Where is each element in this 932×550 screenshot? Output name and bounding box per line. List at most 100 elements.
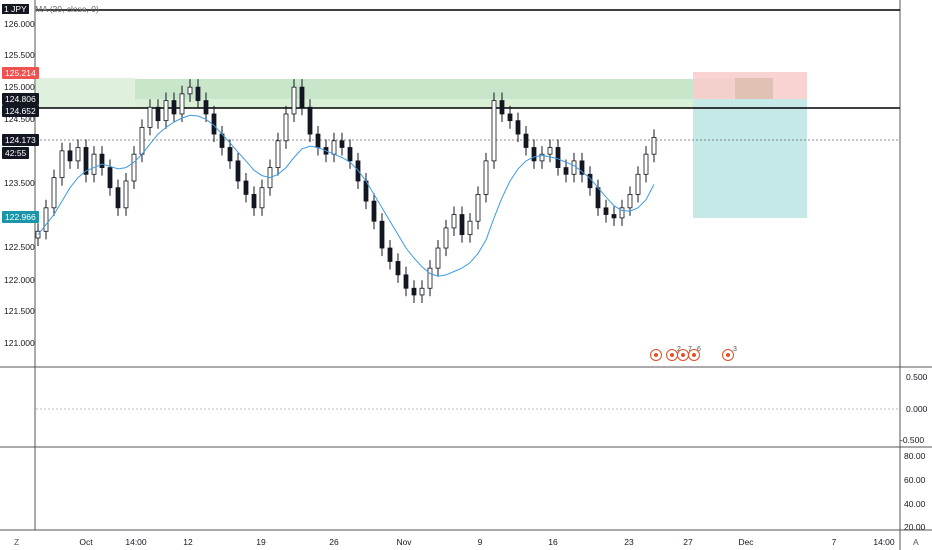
price-tick: 125.000 <box>4 82 35 92</box>
supply-zone-upper <box>135 79 735 99</box>
candle-body <box>387 247 393 262</box>
pane2-tick: -0.500 <box>900 435 925 445</box>
candle-body <box>571 160 577 175</box>
candle-body <box>619 207 625 219</box>
candle-body <box>475 194 481 222</box>
candle-body <box>467 220 473 236</box>
candlestick-series <box>35 79 657 304</box>
supply-zone-lower <box>135 99 695 108</box>
candle-body <box>251 194 257 209</box>
price-tick: 125.500 <box>4 50 35 60</box>
candle-body <box>67 150 73 162</box>
candle-body <box>627 194 633 209</box>
time-tick: Dec <box>738 537 754 547</box>
candle-body <box>203 100 209 115</box>
event-icon[interactable] <box>688 349 700 361</box>
time-tick: Nov <box>396 537 412 547</box>
indicator-label[interactable]: MA (20, close, 0) <box>35 4 99 14</box>
candle-body <box>227 147 233 162</box>
candle-body <box>483 160 489 195</box>
price-tick: 122.500 <box>4 242 35 252</box>
candle-body <box>307 106 313 135</box>
candle-body <box>315 133 321 148</box>
candle-body <box>435 247 441 269</box>
candle-body <box>515 120 521 135</box>
countdown-tag: 42:55 <box>2 147 30 159</box>
candle-body <box>499 100 505 115</box>
pane2-tick: 0.000 <box>906 404 928 414</box>
candle-body <box>459 214 465 236</box>
event-count: 6 <box>697 346 701 353</box>
candle-body <box>331 140 337 155</box>
candle-body <box>275 140 281 168</box>
symbol-label[interactable]: 1 JPY <box>2 4 29 14</box>
candle-body <box>523 133 529 148</box>
pane2-tick: 0.500 <box>906 372 928 382</box>
candle-body <box>579 160 585 175</box>
candle-body <box>259 187 265 209</box>
candle-body <box>155 106 161 122</box>
candle-body <box>187 86 193 95</box>
candle-body <box>43 207 49 232</box>
candle-body <box>147 106 153 128</box>
event-icon[interactable] <box>677 349 689 361</box>
candle-body <box>491 100 497 162</box>
price-tick: 123.500 <box>4 178 35 188</box>
moving-average-line <box>37 114 655 277</box>
price-tick: 122.000 <box>4 275 35 285</box>
zone-overlap <box>735 78 773 99</box>
pane3-tick: 80.00 <box>904 451 926 461</box>
candle-body <box>643 153 649 175</box>
candle-body <box>419 287 425 296</box>
auto-scale-toggle[interactable]: A <box>913 537 919 547</box>
chart-legend[interactable]: 1 JPY MA (20, close, 0) <box>2 4 99 14</box>
candle-body <box>595 187 601 209</box>
entry-price-tag: 124.806 <box>2 93 39 105</box>
zoom-toggle[interactable]: Z <box>14 537 20 547</box>
candle-body <box>35 230 41 239</box>
candle-body <box>131 153 137 182</box>
candle-body <box>539 153 545 162</box>
time-tick: 27 <box>683 537 693 547</box>
price-tick: 126.000 <box>4 19 35 29</box>
candle-body <box>91 153 97 175</box>
candle-body <box>195 86 201 101</box>
pane3-tick: 60.00 <box>904 475 926 485</box>
time-tick: 7 <box>831 537 837 547</box>
candle-body <box>139 126 145 155</box>
candle-body <box>107 167 113 189</box>
time-tick: 26 <box>329 537 339 547</box>
candle-body <box>179 93 185 115</box>
candle-body <box>443 227 449 249</box>
candle-body <box>651 137 657 155</box>
candle-body <box>451 214 457 229</box>
candle-body <box>547 147 553 155</box>
candle-body <box>563 167 569 175</box>
level-price-tag: 124.652 <box>2 105 39 117</box>
event-count: 7 <box>688 346 692 353</box>
candle-body <box>171 100 177 115</box>
candle-body <box>587 173 593 189</box>
time-tick: 9 <box>477 537 483 547</box>
time-tick: 14:00 <box>873 537 895 547</box>
candle-body <box>531 147 537 162</box>
candle-body <box>507 113 513 122</box>
candle-body <box>395 261 401 276</box>
last-price-tag: 124.173 <box>2 134 39 146</box>
event-icon[interactable] <box>722 349 734 361</box>
event-icon[interactable] <box>650 349 662 361</box>
time-tick: Oct <box>79 537 93 547</box>
candle-body <box>243 180 249 195</box>
candle-body <box>75 147 81 162</box>
candle-body <box>611 214 617 219</box>
time-tick: 19 <box>256 537 266 547</box>
price-tick: 121.500 <box>4 306 35 316</box>
candle-body <box>339 140 345 148</box>
support-zone-left <box>36 78 135 108</box>
candle-body <box>291 86 297 115</box>
candle-body <box>603 207 609 215</box>
candle-body <box>371 200 377 222</box>
candle-body <box>427 267 433 289</box>
